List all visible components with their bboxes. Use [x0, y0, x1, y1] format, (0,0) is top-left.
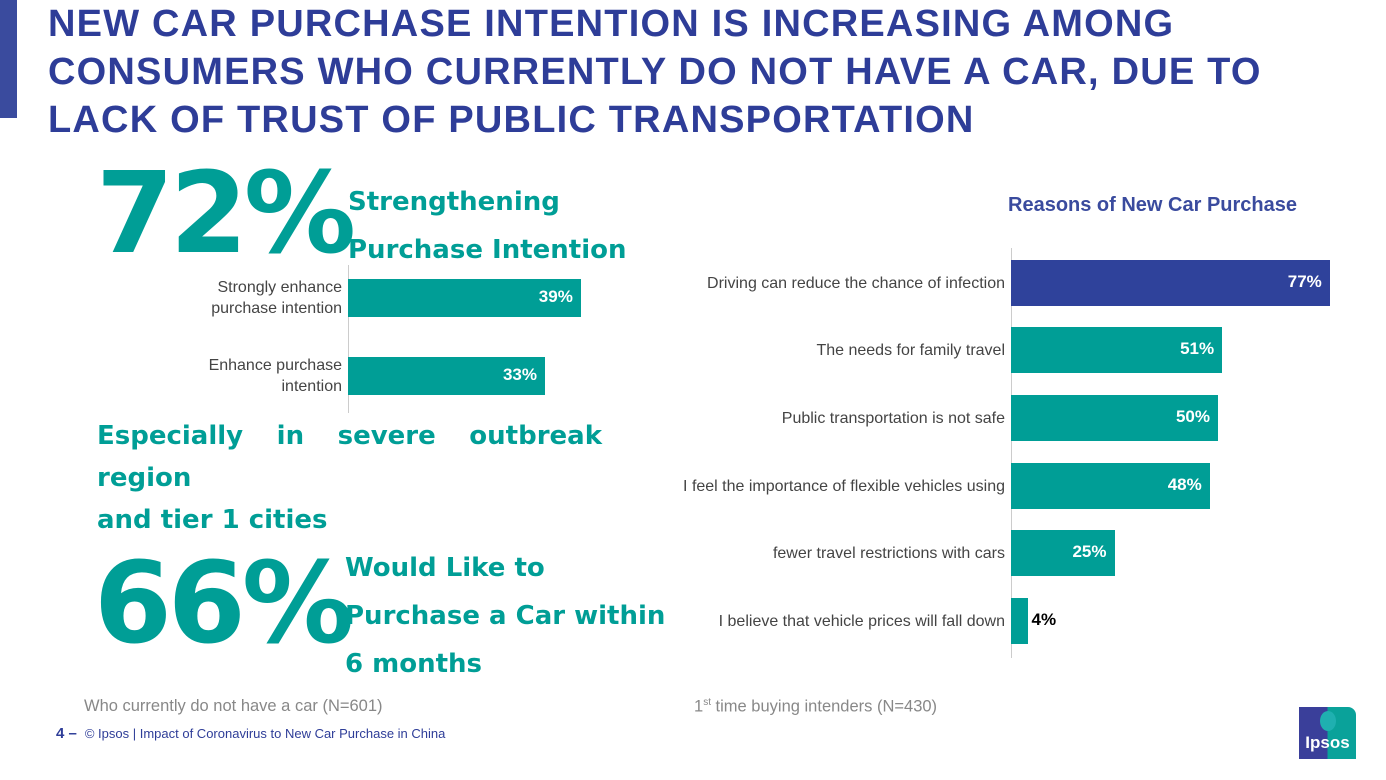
base-sup: st [703, 697, 711, 708]
bar [1011, 463, 1210, 509]
stat-72-label: Strengthening Purchase Intention [348, 178, 626, 274]
stat-72-label-line1: Strengthening [348, 187, 560, 217]
data-label: 4% [1031, 610, 1057, 629]
data-label: 48% [1167, 475, 1202, 494]
data-label: 33% [502, 365, 537, 384]
stat-66-label: Would Like to Purchase a Car within 6 mo… [345, 544, 665, 688]
stat-72-label-line2: Purchase Intention [348, 235, 627, 265]
data-label: 50% [1175, 407, 1210, 426]
bar [348, 357, 545, 395]
accent-bar [0, 0, 17, 118]
stat-66: 66% [94, 539, 354, 669]
bar [1011, 260, 1330, 306]
subhead-line1: Especially in severe outbreak region [97, 421, 602, 493]
category-label: I feel the importance of flexible vehicl… [683, 477, 1005, 495]
bar [1011, 327, 1223, 373]
footer: 4 – © Ipsos | Impact of Coronavirus to Ne… [56, 725, 445, 742]
data-label: 25% [1072, 542, 1107, 561]
stat-66-label-line2: Purchase a Car within [345, 601, 666, 631]
data-label: 39% [538, 287, 573, 306]
bar [1011, 395, 1218, 441]
base-text: time buying intenders (N=430) [710, 697, 938, 716]
right-base-note: 1st time buying intenders (N=430) [694, 697, 937, 717]
bar [348, 279, 581, 317]
data-label: 51% [1180, 339, 1215, 358]
chart-title: Reasons of New Car Purchase [1008, 194, 1297, 216]
category-label: The needs for family travel [816, 341, 1005, 359]
chart-axis [1011, 248, 1012, 658]
stat-72: 72% [96, 149, 356, 279]
head-silhouette-icon [1320, 711, 1336, 731]
ipsos-logo: Ipsos [1299, 707, 1356, 759]
category-label: Strongly enhance purchase intention [211, 279, 342, 317]
category-label: Public transportation is not safe [781, 409, 1005, 427]
category-label: Enhance purchase intention [208, 357, 342, 395]
subhead: Especially in severe outbreak region and… [97, 415, 602, 541]
page-title: NEW CAR PURCHASE INTENTION IS INCREASING… [48, 3, 1262, 141]
footer-text: © Ipsos | Impact of Coronavirus to New C… [84, 726, 446, 741]
page-number: 4 – [56, 725, 77, 742]
chart-axis [348, 265, 349, 413]
stat-66-label-line3: 6 months [345, 649, 483, 679]
category-label: Driving can reduce the chance of infecti… [707, 274, 1005, 292]
stat-66-label-line1: Would Like to [345, 553, 545, 583]
subhead-line2: and tier 1 cities [97, 505, 328, 535]
bar [1011, 598, 1028, 644]
logo-text: Ipsos [1305, 733, 1350, 752]
data-label: 77% [1287, 272, 1322, 291]
bar [1011, 530, 1115, 576]
left-base-note: Who currently do not have a car (N=601) [84, 697, 383, 715]
category-label: fewer travel restrictions with cars [772, 544, 1005, 562]
category-label: I believe that vehicle prices will fall … [718, 612, 1005, 630]
base-prefix: 1 [694, 697, 704, 716]
